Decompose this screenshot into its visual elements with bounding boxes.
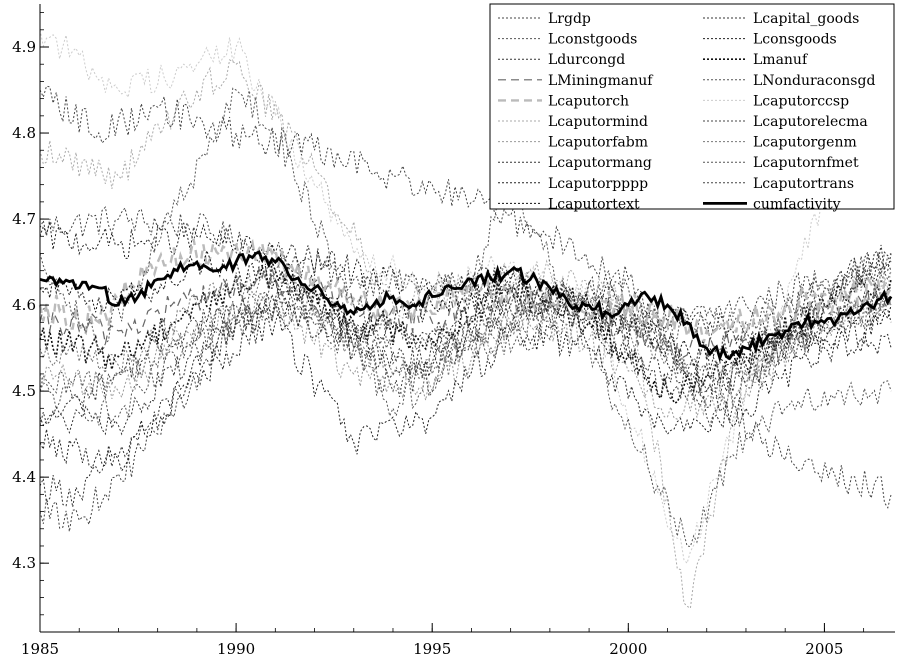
series-line-lnonduraconsgd	[39, 262, 892, 394]
legend-label-ldurcongd: Ldurcongd	[548, 52, 625, 68]
series-line-lrgdp	[39, 206, 892, 333]
legend-label-lconsgoods: Lconsgoods	[753, 32, 837, 48]
legend-label-lcaputornfmet: Lcaputornfmet	[753, 155, 859, 171]
x-tick-label: 1985	[21, 640, 59, 658]
legend-label-lminingmanuf: LMiningmanuf	[548, 73, 654, 89]
legend-label-lmanuf: Lmanuf	[753, 52, 809, 68]
y-tick-label: 4.7	[12, 210, 36, 228]
series-line-lcaputorccsp	[39, 29, 892, 565]
series-line-lcaputornfmet	[39, 87, 892, 548]
legend-label-cumfactivity: cumfactivity	[753, 196, 841, 212]
series-line-lcaputormind	[39, 59, 892, 610]
legend-label-lcaputorch: Lcaputorch	[548, 93, 629, 109]
series-line-lcaputorgenm	[39, 259, 892, 384]
legend-label-lcaputorccsp: Lcaputorccsp	[753, 93, 849, 109]
legend: Lrgdp Lcapital_goods Lconstgoods Lconsgoods…	[489, 3, 895, 212]
series-line-lconstgoods	[39, 272, 892, 426]
legend-label-lcaputormang: Lcaputormang	[548, 155, 652, 171]
y-tick-label: 4.8	[12, 124, 36, 142]
series-line-lconsgoods	[39, 221, 892, 358]
legend-label-lcaputorpppp: Lcaputorpppp	[548, 176, 648, 192]
legend-label-lcaputorgenm: Lcaputorgenm	[753, 135, 857, 151]
series-line-lminingmanuf	[39, 266, 892, 361]
y-tick-label: 4.9	[12, 38, 36, 56]
legend-label-lcaputortrans: Lcaputortrans	[753, 176, 854, 192]
series-line-cumfactivity	[39, 250, 893, 363]
y-tick-label: 4.5	[12, 382, 36, 400]
x-tick-label: 2005	[805, 640, 843, 658]
series-layer	[38, 29, 893, 610]
legend-label-lcaputortext: Lcaputortext	[548, 196, 640, 212]
series-line-lcaputorpppp	[39, 308, 892, 473]
legend-label-lrgdp: Lrgdp	[548, 11, 591, 27]
legend-label-lcaputorfabm: Lcaputorfabm	[548, 135, 648, 151]
legend-label-lcaputormind: Lcaputormind	[548, 114, 648, 130]
y-tick-label: 4.4	[12, 468, 36, 486]
x-tick-label: 1990	[217, 640, 255, 658]
series-line-lcaputorfabm	[39, 293, 892, 420]
axes: 4.3 4.4 4.5 4.6 4.7 4.8 4.9 1985 1990 1995 2000 200…	[12, 4, 895, 658]
y-tick-label: 4.6	[12, 296, 36, 314]
x-tick-label: 2000	[609, 640, 647, 658]
legend-label-lconstgoods: Lconstgoods	[548, 32, 637, 48]
legend-label-lnonduraconsgd: LNonduraconsgd	[753, 73, 875, 89]
series-line-ldurcongd	[39, 244, 892, 426]
legend-label-lcapital-goods: Lcapital_goods	[753, 11, 859, 27]
x-tick-label: 1995	[413, 640, 451, 658]
series-line-lcaputorelecma	[39, 265, 892, 532]
legend-label-lcaputorelecma: Lcaputorelecma	[753, 114, 868, 130]
legend-box	[489, 3, 895, 210]
series-line-lcaputormang	[39, 262, 892, 436]
series-line-lcaputortrans	[39, 85, 892, 509]
series-line-lmanuf	[39, 261, 892, 404]
series-line-lcaputorch	[38, 238, 893, 344]
y-tick-label: 4.3	[12, 554, 36, 572]
